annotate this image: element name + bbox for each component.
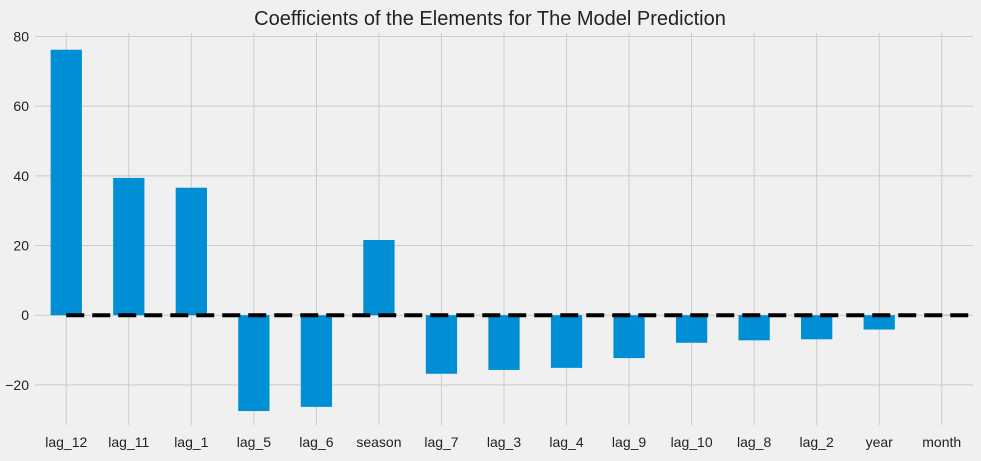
x-tick-label: lag_3: [487, 434, 521, 450]
bar-lag_4: [550, 315, 583, 368]
bar-lag_12: [50, 49, 82, 316]
x-tick-label: lag_12: [45, 434, 87, 450]
bar-lag_2: [801, 315, 833, 340]
bar-lag_8: [738, 315, 770, 341]
x-tick-label: season: [356, 434, 401, 450]
x-axis-tick-labels: lag_12 lag_11 lag_1 lag_5 lag_6 season lag_7 la…: [45, 434, 961, 450]
y-tick-label: 40: [13, 168, 29, 184]
bar-lag_7: [425, 315, 458, 374]
bar-lag_6: [300, 315, 333, 407]
x-tick-label: lag_4: [549, 434, 583, 450]
bar-season: [363, 239, 395, 316]
x-tick-label: lag_6: [299, 434, 333, 450]
bar-lag_1: [175, 187, 207, 316]
y-tick-label: 0: [21, 307, 29, 323]
x-tick-label: lag_11: [108, 434, 149, 450]
x-tick-label: month: [922, 434, 961, 450]
x-tick-label: lag_7: [424, 434, 458, 450]
x-tick-label: lag_9: [612, 434, 646, 450]
bar-lag_9: [613, 315, 645, 359]
bar-lag_11: [113, 177, 145, 316]
y-tick-label: 20: [13, 238, 29, 254]
bar-lag_10: [675, 315, 708, 343]
y-tick-label: 60: [13, 98, 29, 114]
bar-lag_3: [488, 315, 520, 370]
bars: [50, 49, 958, 412]
x-tick-label: lag_2: [800, 434, 834, 450]
y-axis-tick-labels: −20 0 20 40 60 80: [5, 28, 29, 392]
x-tick-label: lag_1: [174, 434, 208, 450]
y-tick-label: −20: [5, 377, 29, 393]
x-tick-label: lag_10: [671, 434, 713, 450]
chart-title: Coefficients of the Elements for The Mod…: [254, 8, 726, 30]
bar-lag_5: [238, 315, 270, 412]
x-tick-label: lag_5: [237, 434, 271, 450]
x-tick-label: year: [866, 434, 894, 450]
y-tick-label: 80: [13, 28, 29, 44]
bar-year: [863, 315, 895, 330]
x-tick-label: lag_8: [737, 434, 771, 450]
